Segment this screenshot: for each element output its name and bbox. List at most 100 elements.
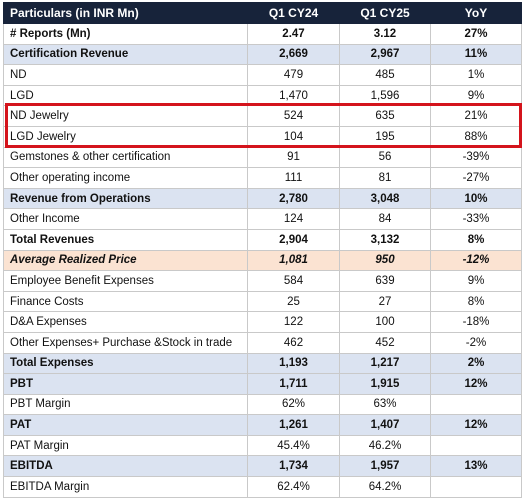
- value-yoy: [430, 434, 522, 457]
- table-row-other-operating-income: Other operating income 111 81 -27%: [3, 167, 522, 189]
- row-label: Gemstones & other certification: [3, 146, 248, 169]
- header-yoy: YoY: [430, 2, 522, 24]
- table-row-employee-benefit-expenses: Employee Benefit Expenses 584 639 9%: [3, 270, 522, 292]
- value-yoy: 8%: [430, 228, 522, 251]
- value-q1-cy25: 3,048: [339, 187, 431, 210]
- table-row-total-revenues: Total Revenues 2,904 3,132 8%: [3, 228, 522, 251]
- value-q1-cy25: 485: [339, 64, 431, 86]
- value-q1-cy24: 2.47: [247, 23, 340, 45]
- value-q1-cy25: 27: [339, 290, 431, 313]
- value-yoy: 8%: [430, 290, 522, 313]
- value-q1-cy25: 1,596: [339, 84, 431, 107]
- value-yoy: 1%: [430, 64, 522, 86]
- value-yoy: 88%: [430, 125, 522, 148]
- value-q1-cy24: 62%: [247, 393, 340, 416]
- row-label: D&A Expenses: [3, 311, 248, 333]
- value-q1-cy25: 1,217: [339, 352, 431, 375]
- table-row-finance-costs: Finance Costs 25 27 8%: [3, 290, 522, 313]
- table-row-lgd-jewelry: LGD Jewelry 104 195 88%: [3, 125, 522, 148]
- row-label: Other Income: [3, 208, 248, 230]
- row-label: # Reports (Mn): [3, 23, 248, 45]
- value-q1-cy25: 195: [339, 125, 431, 148]
- value-q1-cy24: 2,669: [247, 43, 340, 66]
- header-q1-cy24: Q1 CY24: [247, 2, 340, 24]
- table-row-reports-mn: # Reports (Mn) 2.47 3.12 27%: [3, 23, 522, 45]
- value-q1-cy24: 111: [247, 167, 340, 189]
- table-row-pbt: PBT 1,711 1,915 12%: [3, 373, 522, 395]
- value-yoy: [430, 393, 522, 416]
- value-q1-cy24: 524: [247, 105, 340, 127]
- table-row-pat: PAT 1,261 1,407 12%: [3, 414, 522, 436]
- financial-results-table: Particulars (in INR Mn) Q1 CY24 Q1 CY25 …: [3, 2, 522, 498]
- value-q1-cy25: 64.2%: [339, 476, 431, 498]
- value-q1-cy25: 56: [339, 146, 431, 169]
- row-label: LGD: [3, 84, 248, 107]
- header-q1-cy25: Q1 CY25: [339, 2, 431, 24]
- financial-table-container: Particulars (in INR Mn) Q1 CY24 Q1 CY25 …: [3, 2, 522, 498]
- row-label: Other operating income: [3, 167, 248, 189]
- value-yoy: -33%: [430, 208, 522, 230]
- value-q1-cy25: 63%: [339, 393, 431, 416]
- value-q1-cy24: 584: [247, 270, 340, 292]
- row-label: ND: [3, 64, 248, 86]
- value-q1-cy24: 91: [247, 146, 340, 169]
- value-q1-cy25: 84: [339, 208, 431, 230]
- table-row-certification-revenue: Certification Revenue 2,669 2,967 11%: [3, 43, 522, 66]
- value-q1-cy24: 1,193: [247, 352, 340, 375]
- row-label: PBT Margin: [3, 393, 248, 416]
- value-q1-cy24: 124: [247, 208, 340, 230]
- value-yoy: [430, 476, 522, 498]
- table-row-revenue-from-operations: Revenue from Operations 2,780 3,048 10%: [3, 187, 522, 210]
- value-yoy: -12%: [430, 249, 522, 272]
- value-yoy: 12%: [430, 373, 522, 395]
- table-row-ebitda-margin: EBITDA Margin 62.4% 64.2%: [3, 476, 522, 498]
- table-row-other-income: Other Income 124 84 -33%: [3, 208, 522, 230]
- value-q1-cy25: 3.12: [339, 23, 431, 45]
- row-label: PAT: [3, 414, 248, 436]
- value-q1-cy24: 2,780: [247, 187, 340, 210]
- row-label: Employee Benefit Expenses: [3, 270, 248, 292]
- value-q1-cy24: 62.4%: [247, 476, 340, 498]
- table-row-lgd: LGD 1,470 1,596 9%: [3, 84, 522, 107]
- value-q1-cy25: 1,407: [339, 414, 431, 436]
- value-yoy: 10%: [430, 187, 522, 210]
- value-q1-cy25: 1,957: [339, 455, 431, 478]
- value-yoy: 2%: [430, 352, 522, 375]
- value-yoy: 27%: [430, 23, 522, 45]
- value-q1-cy25: 1,915: [339, 373, 431, 395]
- header-row: Particulars (in INR Mn) Q1 CY24 Q1 CY25 …: [3, 2, 522, 24]
- value-yoy: 12%: [430, 414, 522, 436]
- value-q1-cy25: 100: [339, 311, 431, 333]
- value-q1-cy24: 462: [247, 331, 340, 354]
- table-row-other-expenses-purchase-stock-in-trade: Other Expenses+ Purchase &Stock in trade…: [3, 331, 522, 354]
- value-q1-cy25: 2,967: [339, 43, 431, 66]
- value-yoy: 9%: [430, 84, 522, 107]
- value-q1-cy24: 2,904: [247, 228, 340, 251]
- row-label: Finance Costs: [3, 290, 248, 313]
- value-yoy: -18%: [430, 311, 522, 333]
- value-q1-cy24: 25: [247, 290, 340, 313]
- row-label: Total Expenses: [3, 352, 248, 375]
- table-row-gemstones-other-certification: Gemstones & other certification 91 56 -39%: [3, 146, 522, 169]
- row-label: EBITDA: [3, 455, 248, 478]
- row-label: PBT: [3, 373, 248, 395]
- value-q1-cy24: 1,470: [247, 84, 340, 107]
- value-q1-cy24: 1,734: [247, 455, 340, 478]
- value-q1-cy24: 45.4%: [247, 434, 340, 457]
- value-yoy: -2%: [430, 331, 522, 354]
- value-q1-cy25: 452: [339, 331, 431, 354]
- row-label: EBITDA Margin: [3, 476, 248, 498]
- value-yoy: 9%: [430, 270, 522, 292]
- table-header: Particulars (in INR Mn) Q1 CY24 Q1 CY25 …: [3, 2, 522, 24]
- value-q1-cy24: 104: [247, 125, 340, 148]
- value-yoy: -27%: [430, 167, 522, 189]
- row-label: Revenue from Operations: [3, 187, 248, 210]
- value-q1-cy25: 81: [339, 167, 431, 189]
- header-particulars: Particulars (in INR Mn): [3, 2, 248, 24]
- value-q1-cy24: 1,081: [247, 249, 340, 272]
- value-q1-cy25: 635: [339, 105, 431, 127]
- value-q1-cy24: 122: [247, 311, 340, 333]
- table-row-nd: ND 479 485 1%: [3, 64, 522, 86]
- value-q1-cy24: 1,261: [247, 414, 340, 436]
- value-q1-cy25: 46.2%: [339, 434, 431, 457]
